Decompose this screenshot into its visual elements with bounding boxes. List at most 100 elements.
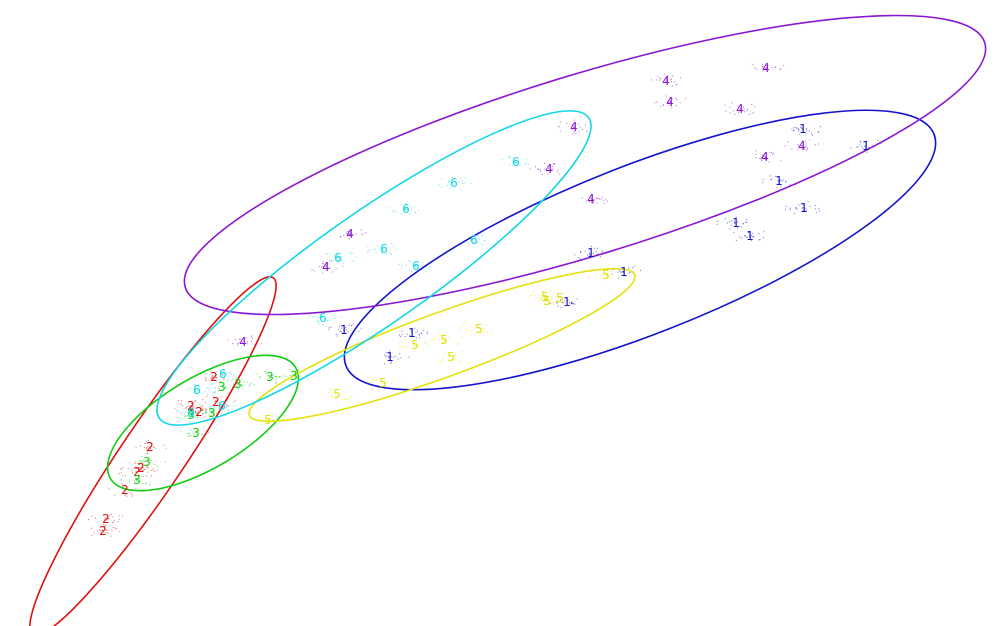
density-dot — [526, 159, 527, 160]
density-dot — [422, 266, 423, 267]
cluster-4-point-label: 4 — [545, 162, 553, 176]
density-dot — [470, 334, 471, 335]
density-dot — [462, 183, 463, 184]
density-dot — [462, 180, 463, 181]
density-dot — [92, 535, 93, 536]
cluster-1-point-label: 1 — [862, 139, 870, 153]
density-dot — [143, 483, 144, 484]
density-dot — [611, 274, 612, 275]
density-dot — [343, 263, 344, 264]
density-dot — [206, 408, 207, 409]
density-dot — [759, 158, 760, 159]
density-dot — [744, 108, 745, 109]
density-dot — [727, 222, 728, 223]
density-dot — [744, 111, 745, 112]
density-dot — [794, 127, 795, 128]
density-dot — [401, 268, 402, 269]
density-dot — [597, 253, 598, 254]
density-dot — [580, 126, 581, 127]
density-dot — [438, 356, 439, 357]
cluster-4-point-label: 4 — [587, 192, 595, 206]
density-dot — [188, 436, 189, 437]
density-dot — [754, 106, 755, 107]
density-dot — [276, 379, 277, 380]
density-dot — [533, 291, 534, 292]
density-dot — [132, 496, 133, 497]
density-dot — [447, 185, 448, 186]
density-dot — [435, 337, 436, 338]
density-dot — [116, 528, 117, 529]
density-dot — [535, 299, 536, 300]
density-dot — [578, 132, 579, 133]
density-dot — [736, 240, 737, 241]
density-dot — [179, 403, 180, 404]
density-dot — [204, 426, 205, 427]
density-dot — [353, 261, 354, 262]
density-dot — [772, 67, 773, 68]
density-dot — [353, 323, 354, 324]
density-dot — [749, 114, 750, 115]
density-dot — [305, 375, 306, 376]
density-dot — [119, 473, 120, 474]
density-dot — [176, 410, 177, 411]
density-dot — [208, 388, 209, 389]
density-dot — [182, 405, 183, 406]
density-dot — [205, 402, 206, 403]
density-dot — [235, 405, 236, 406]
cluster-4-point-label: 4 — [239, 335, 247, 349]
density-dot — [351, 396, 352, 397]
density-dot — [471, 331, 472, 332]
density-dot — [730, 112, 731, 113]
density-dot — [367, 252, 368, 253]
density-dot — [396, 386, 397, 387]
density-dot — [216, 413, 217, 414]
density-dot — [250, 384, 251, 385]
density-dot — [208, 432, 209, 433]
density-dot — [746, 219, 747, 220]
density-dot — [92, 516, 93, 517]
density-dot — [94, 533, 95, 534]
density-dot — [551, 299, 552, 300]
cluster-6-point-label: 6 — [450, 176, 458, 190]
density-dot — [455, 355, 456, 356]
density-dot — [860, 141, 861, 142]
density-dot — [331, 260, 332, 261]
density-dot — [582, 129, 583, 130]
density-dot — [150, 481, 151, 482]
density-dot — [377, 378, 378, 379]
density-dot — [205, 377, 206, 378]
density-dot — [483, 235, 484, 236]
density-dot — [395, 211, 396, 212]
density-dot — [809, 140, 810, 141]
density-dot — [553, 164, 554, 165]
density-dot — [815, 205, 816, 206]
density-dot — [444, 354, 445, 355]
density-dot — [370, 381, 371, 382]
density-dot — [574, 304, 575, 305]
density-dot — [187, 389, 188, 390]
density-dot — [470, 183, 471, 184]
density-dot — [400, 336, 401, 337]
density-dot — [421, 333, 422, 334]
density-dot — [458, 362, 459, 363]
density-dot — [559, 126, 560, 127]
density-dot — [368, 250, 369, 251]
density-dot — [560, 122, 561, 123]
density-dot — [580, 258, 581, 259]
density-dot — [286, 376, 287, 377]
cluster-1-point-label: 1 — [799, 122, 807, 136]
density-dot — [180, 413, 181, 414]
cluster-6-point-label: 6 — [187, 406, 195, 420]
cluster-3-point-label: 3 — [133, 473, 141, 487]
density-dot — [341, 393, 342, 394]
density-dot — [557, 171, 558, 172]
density-dot — [371, 382, 372, 383]
density-dot — [597, 248, 598, 249]
density-dot — [260, 377, 261, 378]
density-dot — [463, 351, 464, 352]
cluster-4-point-label: 4 — [736, 102, 744, 116]
density-dot — [376, 380, 377, 381]
density-dot — [391, 383, 392, 384]
density-dot — [327, 254, 328, 255]
density-dot — [769, 152, 770, 153]
